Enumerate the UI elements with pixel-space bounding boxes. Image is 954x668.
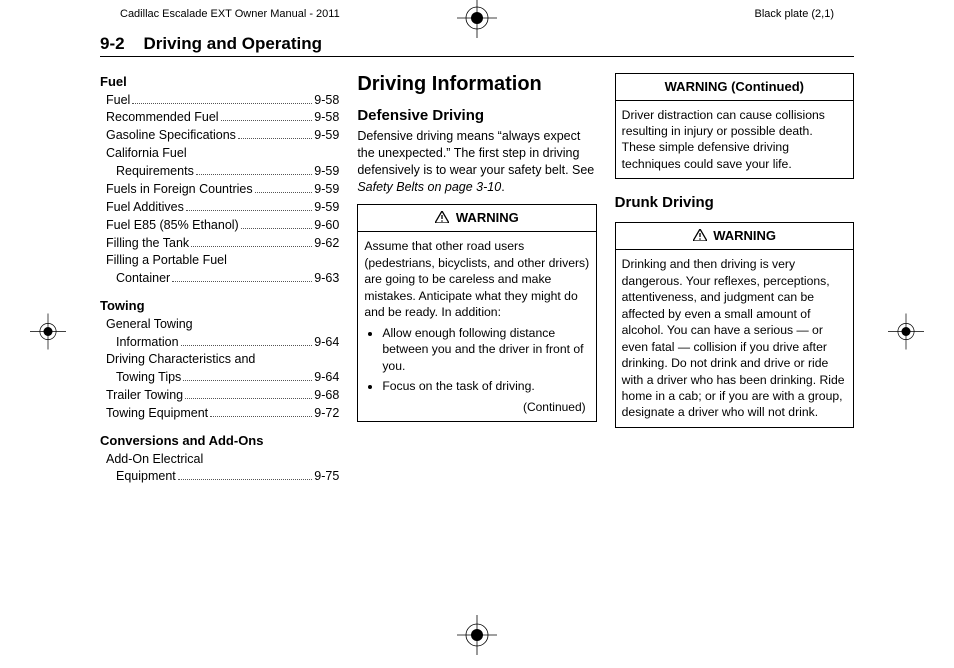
toc-label: Driving Characteristics and <box>106 351 255 368</box>
warning-box-continued: WARNING (Continued) Driver distraction c… <box>615 73 854 179</box>
registration-mark-right <box>888 314 924 355</box>
warning-text: Driver distraction can cause collisions … <box>616 101 853 179</box>
toc-label: Gasoline Specifications <box>106 127 236 144</box>
toc-section: Fuel Fuel9-58 Recommended Fuel9-58 Gasol… <box>100 73 339 287</box>
toc-section: Conversions and Add-Ons Add-On Electrica… <box>100 432 339 485</box>
chapter-title: Driving and Operating <box>143 34 322 53</box>
header-left: Cadillac Escalade EXT Owner Manual - 201… <box>120 8 340 20</box>
toc-label: Information <box>116 334 179 351</box>
toc-label: Trailer Towing <box>106 387 183 404</box>
warning-header: WARNING <box>616 223 853 251</box>
toc-label: Fuel Additives <box>106 199 184 216</box>
toc-label: Requirements <box>116 163 194 180</box>
toc-label: Add-On Electrical <box>106 451 203 468</box>
toc-label: Towing Tips <box>116 369 181 386</box>
text: . <box>501 180 504 194</box>
chapter-number: 9-2 <box>100 34 125 53</box>
subsection-heading: Drunk Driving <box>615 193 854 213</box>
section-heading: Driving Information <box>357 71 596 98</box>
toc-page: 9-63 <box>314 270 339 287</box>
toc-page: 9-59 <box>314 181 339 198</box>
toc-label: Fuel <box>106 92 130 109</box>
toc-label: Equipment <box>116 468 176 485</box>
continued-label: (Continued) <box>364 399 589 415</box>
toc-page: 9-75 <box>314 468 339 485</box>
toc-section-title: Fuel <box>100 73 339 91</box>
text: Defensive driving means “always expect t… <box>357 129 594 177</box>
bullet-item: Allow enough following distance between … <box>382 325 589 374</box>
paragraph: Defensive driving means “always expect t… <box>357 128 596 196</box>
toc-page: 9-59 <box>314 199 339 216</box>
xref: Safety Belts on page 3-10 <box>357 180 501 194</box>
header-right: Black plate (2,1) <box>755 8 834 20</box>
warning-text: Drinking and then driving is very danger… <box>616 250 853 427</box>
toc-label: Fuels in Foreign Countries <box>106 181 253 198</box>
toc-section-title: Conversions and Add-Ons <box>100 432 339 450</box>
toc-section: Towing General Towing Information 9-64 Dr… <box>100 297 339 422</box>
toc-section-title: Towing <box>100 297 339 315</box>
toc-label: General Towing <box>106 316 193 333</box>
toc-label: Recommended Fuel <box>106 109 219 126</box>
warning-title: WARNING <box>456 210 519 225</box>
registration-mark-bottom <box>457 615 497 660</box>
toc-label: Filling a Portable Fuel <box>106 252 227 269</box>
toc-label: Fuel E85 (85% Ethanol) <box>106 217 239 234</box>
toc-page: 9-68 <box>314 387 339 404</box>
toc-page: 9-64 <box>314 334 339 351</box>
warning-box: WARNING Assume that other road users (pe… <box>357 204 596 422</box>
warning-header: WARNING <box>358 205 595 233</box>
toc-label: Container <box>116 270 170 287</box>
registration-mark-left <box>30 314 66 355</box>
subsection-heading: Defensive Driving <box>357 106 596 126</box>
warning-header: WARNING (Continued) <box>616 74 853 101</box>
toc-page: 9-59 <box>314 163 339 180</box>
warning-text: Assume that other road users (pedestrian… <box>364 238 589 320</box>
toc-page: 9-62 <box>314 235 339 252</box>
toc-page: 9-59 <box>314 127 339 144</box>
toc-label: Filling the Tank <box>106 235 189 252</box>
toc-page: 9-72 <box>314 405 339 422</box>
toc-label: Towing Equipment <box>106 405 208 422</box>
toc-column: Fuel Fuel9-58 Recommended Fuel9-58 Gasol… <box>100 71 339 486</box>
toc-label: California Fuel <box>106 145 187 162</box>
bullet-item: Focus on the task of driving. <box>382 378 589 394</box>
toc-page: 9-60 <box>314 217 339 234</box>
warning-title: WARNING <box>713 228 776 243</box>
warning-icon <box>435 210 449 228</box>
content-column-2: Driving Information Defensive Driving De… <box>357 71 596 486</box>
registration-mark-top <box>457 0 497 38</box>
warning-icon <box>693 228 707 246</box>
toc-page: 9-58 <box>314 92 339 109</box>
warning-box: WARNING Drinking and then driving is ver… <box>615 222 854 428</box>
toc-page: 9-58 <box>314 109 339 126</box>
content-column-3: WARNING (Continued) Driver distraction c… <box>615 71 854 486</box>
toc-page: 9-64 <box>314 369 339 386</box>
